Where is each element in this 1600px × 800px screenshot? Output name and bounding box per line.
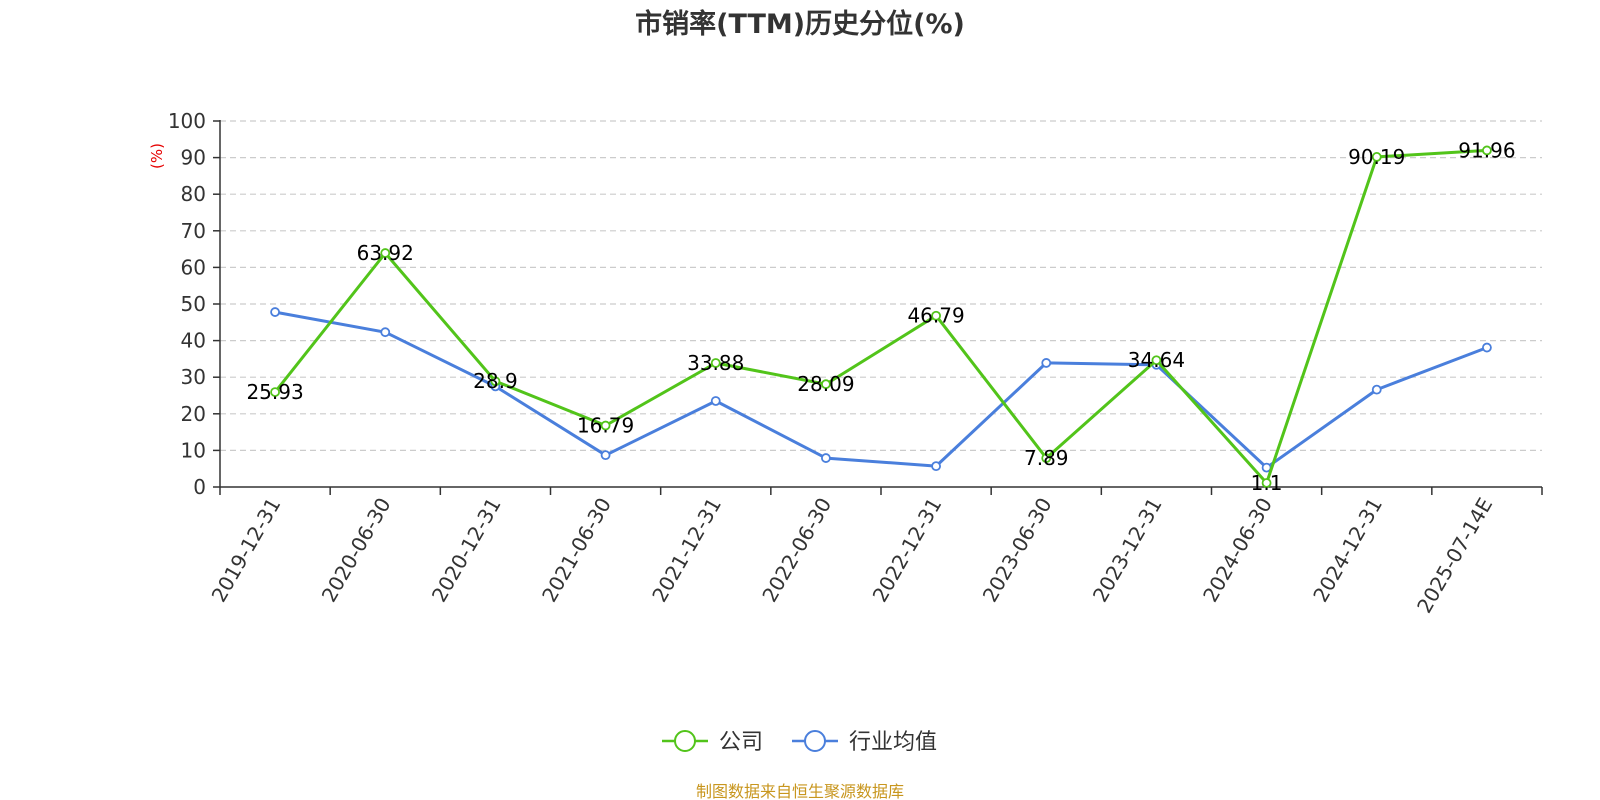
x-tick-label: 2025-07-14E xyxy=(1412,494,1497,618)
data-point xyxy=(1371,152,1382,162)
data-label: 28.09 xyxy=(797,372,854,396)
data-labels: 25.93 63.92 28.9 16.79 33.88 28.09 46.79 7.89 34… xyxy=(246,138,1515,495)
legend-label: 行业均值 xyxy=(849,730,937,755)
data-point xyxy=(1482,145,1492,156)
series-line-1 xyxy=(274,310,1488,470)
data-label: 34.64 xyxy=(1128,348,1185,372)
x-tick-label: 2024-06-30 xyxy=(1198,494,1277,607)
series-line-0 xyxy=(273,148,1487,485)
legend-marker xyxy=(674,730,696,752)
data-point xyxy=(710,396,721,406)
data-label: 16.79 xyxy=(577,414,634,438)
x-tick-label: 2022-06-30 xyxy=(757,494,836,607)
y-axis-label: (%) xyxy=(148,143,166,169)
data-point xyxy=(931,461,941,472)
legend-label: 公司 xyxy=(719,730,763,755)
data-label: 63.92 xyxy=(357,241,414,265)
data-point xyxy=(821,379,831,390)
data-label: 46.79 xyxy=(907,304,964,328)
data-point xyxy=(710,358,721,368)
data-point xyxy=(1041,453,1052,464)
data-label: 7.89 xyxy=(1024,446,1069,470)
x-tick-label: 2019-12-31 xyxy=(207,494,286,607)
data-point xyxy=(380,327,391,338)
x-tick-label: 2023-12-31 xyxy=(1088,494,1167,607)
data-point xyxy=(821,453,831,463)
data-point xyxy=(270,387,280,397)
data-label: 25.93 xyxy=(246,380,303,404)
legend-item-0[interactable]: 公司 xyxy=(662,730,763,755)
y-tick-label: 70 xyxy=(181,219,206,243)
source-note: 制图数据来自恒生聚源数据库 xyxy=(696,782,904,800)
x-tick-label: 2021-06-30 xyxy=(537,494,616,607)
x-tick-label: 2023-06-30 xyxy=(978,494,1057,607)
data-point xyxy=(1261,478,1272,488)
data-point xyxy=(380,248,391,258)
y-tick-label: 80 xyxy=(181,182,206,206)
legend: 公司 行业均值 xyxy=(662,730,937,755)
data-point xyxy=(1482,342,1492,353)
data-label: 1.1 xyxy=(1251,471,1283,495)
data-point xyxy=(1041,358,1052,368)
data-label: 33.88 xyxy=(687,351,744,375)
x-tick-label: 2020-12-31 xyxy=(427,494,506,607)
y-tick-label: 0 xyxy=(193,475,206,499)
data-point xyxy=(1371,384,1382,395)
legend-item-1[interactable]: 行业均值 xyxy=(792,730,937,755)
y-tick-label: 100 xyxy=(168,109,206,133)
legend-marker xyxy=(804,730,826,752)
y-tick-label: 10 xyxy=(181,438,206,462)
x-tick-label: 2021-12-31 xyxy=(647,494,726,607)
data-point xyxy=(1151,355,1162,366)
x-tick-label: 2020-06-30 xyxy=(317,494,396,607)
y-tick-label: 40 xyxy=(181,329,206,353)
chart-title: 市销率(TTM)历史分位(%) xyxy=(635,8,965,40)
axes: 0 10 20 30 40 50 60 70 80 90 100 2019-12-31 2020-06-… xyxy=(168,109,1543,618)
data-point xyxy=(270,307,280,317)
y-tick-label: 20 xyxy=(181,402,206,426)
data-point xyxy=(600,420,611,431)
x-tick-label: 2022-12-31 xyxy=(868,494,947,607)
data-point xyxy=(931,310,941,321)
series-lines xyxy=(270,145,1492,488)
y-tick-label: 60 xyxy=(181,255,206,279)
y-tick-label: 90 xyxy=(181,146,206,170)
grid-lines xyxy=(220,120,1542,451)
x-tick-label: 2024-12-31 xyxy=(1308,494,1387,607)
data-point xyxy=(490,376,501,387)
y-tick-label: 50 xyxy=(181,292,206,316)
data-point xyxy=(600,450,611,461)
y-tick-label: 30 xyxy=(181,365,206,389)
data-label: 90.19 xyxy=(1348,145,1405,169)
data-label: 91.96 xyxy=(1458,138,1515,162)
data-label: 28.9 xyxy=(473,369,518,393)
